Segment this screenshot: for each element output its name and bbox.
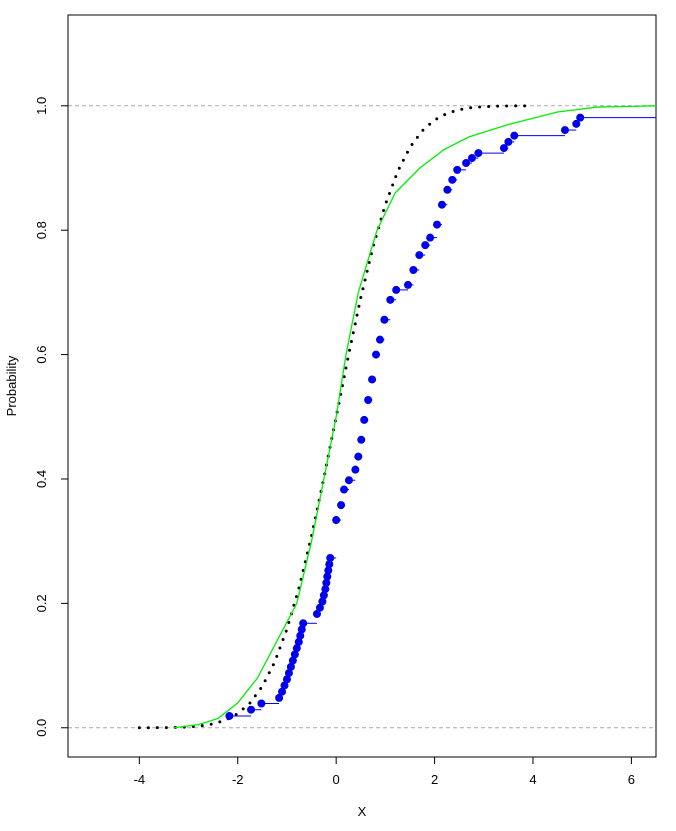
y-tick-label: 1.0 <box>34 97 49 115</box>
point <box>415 251 424 260</box>
x-tick-label: 0 <box>333 772 340 787</box>
point <box>247 705 256 714</box>
point <box>296 631 305 640</box>
point <box>290 650 299 659</box>
point <box>443 185 452 194</box>
point <box>372 350 381 359</box>
plot-frame <box>67 14 657 758</box>
point <box>576 113 585 122</box>
point <box>386 295 395 304</box>
point <box>322 578 331 587</box>
point <box>299 619 308 628</box>
point <box>392 285 401 294</box>
point <box>312 609 321 618</box>
point <box>572 119 581 128</box>
point <box>357 435 366 444</box>
point <box>351 465 360 474</box>
point <box>324 566 333 575</box>
point <box>462 159 471 168</box>
point <box>426 233 435 242</box>
point <box>284 669 293 678</box>
y-tick-label: 0.6 <box>34 346 49 364</box>
x-axis-label: X <box>358 804 367 819</box>
x-tick-label: 6 <box>628 772 635 787</box>
point <box>364 395 373 404</box>
point <box>257 699 266 708</box>
point <box>375 335 384 344</box>
point <box>437 200 446 209</box>
point <box>344 476 353 485</box>
point <box>318 597 327 606</box>
point <box>323 572 332 581</box>
point <box>286 662 295 671</box>
point <box>560 126 569 135</box>
y-tick-label: 0.4 <box>34 470 49 488</box>
point <box>280 681 289 690</box>
point <box>294 637 303 646</box>
point <box>275 693 284 702</box>
point <box>337 501 346 510</box>
curve <box>173 105 656 729</box>
point <box>321 585 330 594</box>
point <box>421 241 430 250</box>
x-tick-label: -4 <box>134 772 146 787</box>
point <box>380 315 389 324</box>
point <box>292 644 301 653</box>
point <box>409 266 418 275</box>
point <box>433 220 442 229</box>
y-tick-label: 0.0 <box>34 719 49 737</box>
y-axis-label: Probability <box>4 355 19 416</box>
point <box>453 165 462 174</box>
point <box>319 591 328 600</box>
point <box>499 144 508 153</box>
point <box>288 656 297 665</box>
point <box>340 485 349 494</box>
point <box>354 452 363 461</box>
y-tick-label: 0.2 <box>34 594 49 612</box>
point <box>474 149 483 158</box>
point <box>225 711 234 720</box>
point <box>332 516 341 525</box>
point <box>404 280 413 289</box>
point <box>368 375 377 384</box>
point <box>297 625 306 634</box>
point <box>510 131 519 140</box>
point <box>315 603 324 612</box>
x-tick-label: -2 <box>232 772 244 787</box>
point <box>504 137 513 146</box>
point <box>448 175 457 184</box>
point <box>360 415 369 424</box>
y-tick-label: 0.8 <box>34 221 49 239</box>
x-tick-label: 4 <box>529 772 536 787</box>
point <box>467 154 476 163</box>
x-tick-label: 2 <box>431 772 438 787</box>
point <box>325 560 334 569</box>
point <box>282 675 291 684</box>
point <box>278 687 287 696</box>
point <box>326 553 335 562</box>
